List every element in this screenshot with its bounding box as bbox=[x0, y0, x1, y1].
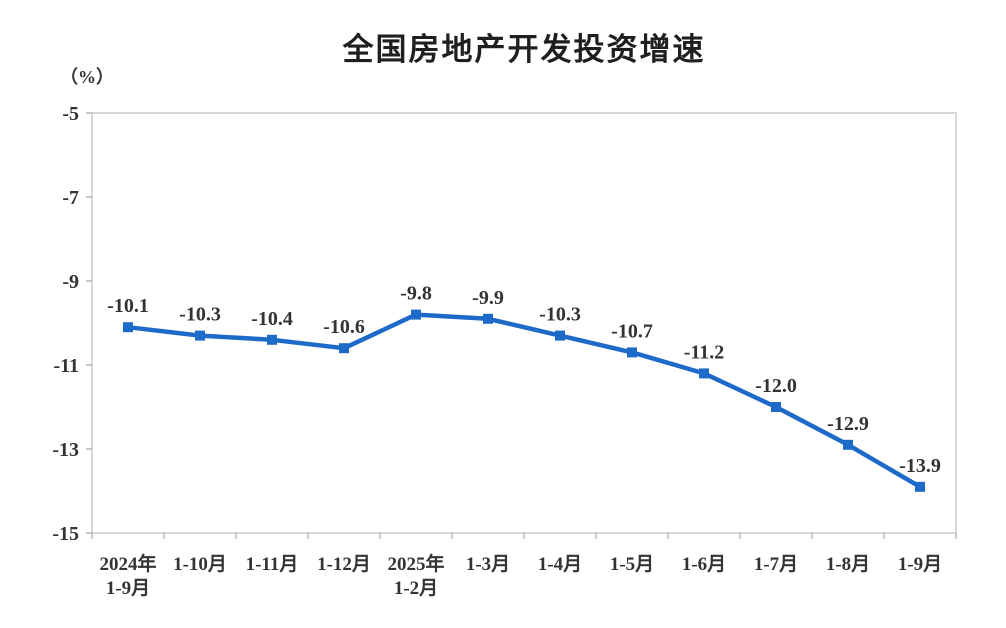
x-axis-label: 2024年 1-9月 bbox=[99, 552, 156, 599]
data-point-label: -11.2 bbox=[684, 341, 725, 363]
data-point-label: -10.7 bbox=[611, 320, 653, 342]
data-point-label: -10.3 bbox=[539, 304, 581, 326]
x-axis-label: 1-5月 bbox=[610, 554, 654, 575]
x-axis-label: 1-4月 bbox=[538, 554, 582, 575]
data-point-label: -10.4 bbox=[251, 308, 293, 330]
data-point-label: -10.6 bbox=[323, 316, 365, 338]
x-axis-label: 2025年 1-2月 bbox=[387, 552, 444, 599]
data-point-marker bbox=[915, 481, 925, 492]
data-point-label: -12.9 bbox=[827, 413, 869, 435]
chart-title: 全国房地产开发投资增速 bbox=[342, 32, 706, 67]
data-point-marker bbox=[195, 330, 205, 341]
data-point-marker bbox=[411, 309, 421, 320]
data-point-marker bbox=[555, 330, 565, 341]
data-line bbox=[125, 312, 923, 490]
x-axis-label: 1-12月 bbox=[317, 554, 371, 575]
y-tick-label: -13 bbox=[52, 439, 79, 461]
data-point-marker bbox=[483, 313, 493, 324]
data-point-marker bbox=[627, 347, 637, 358]
x-axis-label: 1-3月 bbox=[466, 554, 510, 575]
y-tick-label: -7 bbox=[62, 187, 79, 209]
data-point-label: -10.3 bbox=[179, 304, 221, 326]
data-point-label: -9.8 bbox=[400, 283, 432, 305]
data-point-marker bbox=[267, 334, 277, 345]
x-axis-label: 1-10月 bbox=[173, 554, 227, 575]
data-point-marker bbox=[771, 402, 781, 412]
x-axis-label: 1-9月 bbox=[898, 554, 942, 575]
y-tick-label: -5 bbox=[62, 103, 79, 125]
data-point-marker bbox=[339, 343, 349, 354]
x-axis-label: 1-7月 bbox=[754, 554, 798, 575]
data-point-label: -13.9 bbox=[899, 455, 941, 477]
x-axis-label: 1-8月 bbox=[826, 554, 870, 575]
data-point-label: -10.1 bbox=[107, 295, 149, 317]
y-tick-label: -9 bbox=[62, 271, 79, 293]
data-point-label: -9.9 bbox=[472, 287, 504, 309]
x-axis-label: 1-6月 bbox=[682, 554, 726, 575]
y-tick-label: -11 bbox=[53, 355, 79, 377]
data-point-marker bbox=[843, 439, 853, 450]
data-point-marker bbox=[123, 322, 133, 333]
plot-border bbox=[91, 112, 957, 534]
y-tick-label: -15 bbox=[52, 523, 79, 545]
data-point-marker bbox=[699, 368, 709, 379]
y-axis-unit-label: （%） bbox=[60, 67, 114, 87]
data-point-label: -12.0 bbox=[755, 375, 797, 397]
x-axis-label: 1-11月 bbox=[246, 554, 299, 575]
